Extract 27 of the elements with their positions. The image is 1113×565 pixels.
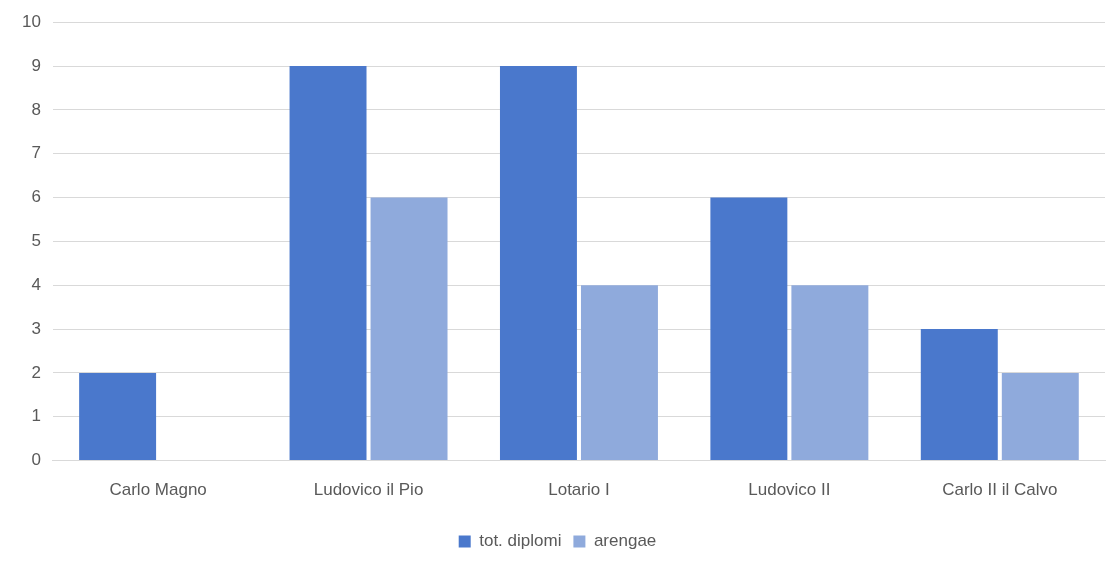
bar [370, 197, 448, 461]
bar [499, 66, 577, 461]
x-tick-label: Carlo II il Calvo [942, 480, 1058, 500]
y-tick-label: 2 [31, 362, 41, 382]
bar [791, 285, 869, 461]
x-tick-label: Ludovico II [748, 480, 831, 500]
y-tick-label: 8 [31, 99, 41, 119]
bar [79, 372, 157, 461]
y-tick-label: 10 [21, 11, 41, 31]
x-tick-label: Ludovico il Pio [313, 480, 424, 500]
y-tick-label: 7 [31, 143, 41, 163]
legend-label: arengae [593, 531, 657, 551]
y-tick-label: 6 [31, 187, 41, 207]
bar [920, 329, 998, 461]
y-tick-label: 3 [31, 318, 41, 338]
y-tick-label: 9 [31, 55, 41, 75]
legend-label: tot. diplomi [479, 531, 562, 551]
bar [580, 285, 658, 461]
y-tick-label: 4 [31, 274, 41, 294]
y-tick-label: 5 [31, 231, 41, 251]
x-tick-label: Carlo Magno [109, 480, 207, 500]
bar [289, 66, 367, 461]
x-tick-label: Lotario I [548, 480, 610, 500]
bar [710, 197, 788, 461]
bar [1001, 372, 1079, 461]
y-tick-label: 0 [31, 450, 41, 470]
y-tick-label: 1 [31, 406, 41, 426]
